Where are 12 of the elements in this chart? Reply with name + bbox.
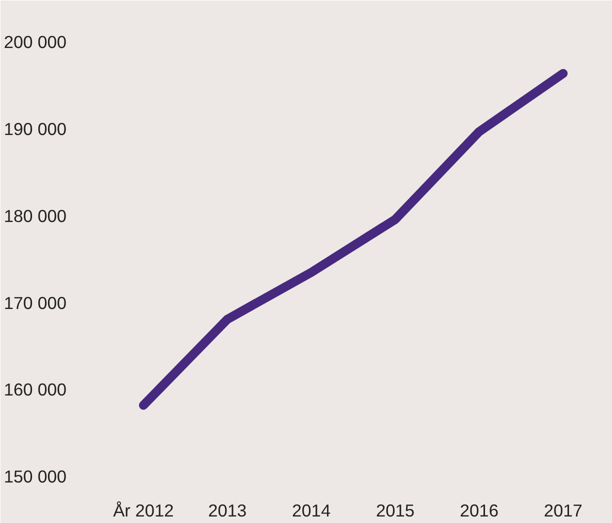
y-tick-label: 150 000 [4,466,67,486]
y-tick-label: 160 000 [4,380,67,400]
y-tick-label: 180 000 [4,206,67,226]
x-tick-label: 2017 [544,500,582,520]
y-tick-label: 200 000 [4,32,67,52]
y-tick-label: 190 000 [4,119,67,140]
x-tick-label: 2016 [460,500,498,520]
x-tick-label: 2014 [292,500,331,520]
x-tick-label: År 2012 [113,500,174,520]
y-tick-label: 170 000 [4,292,67,313]
x-tick-label: 2013 [208,500,247,520]
x-tick-label: 2015 [376,500,415,520]
